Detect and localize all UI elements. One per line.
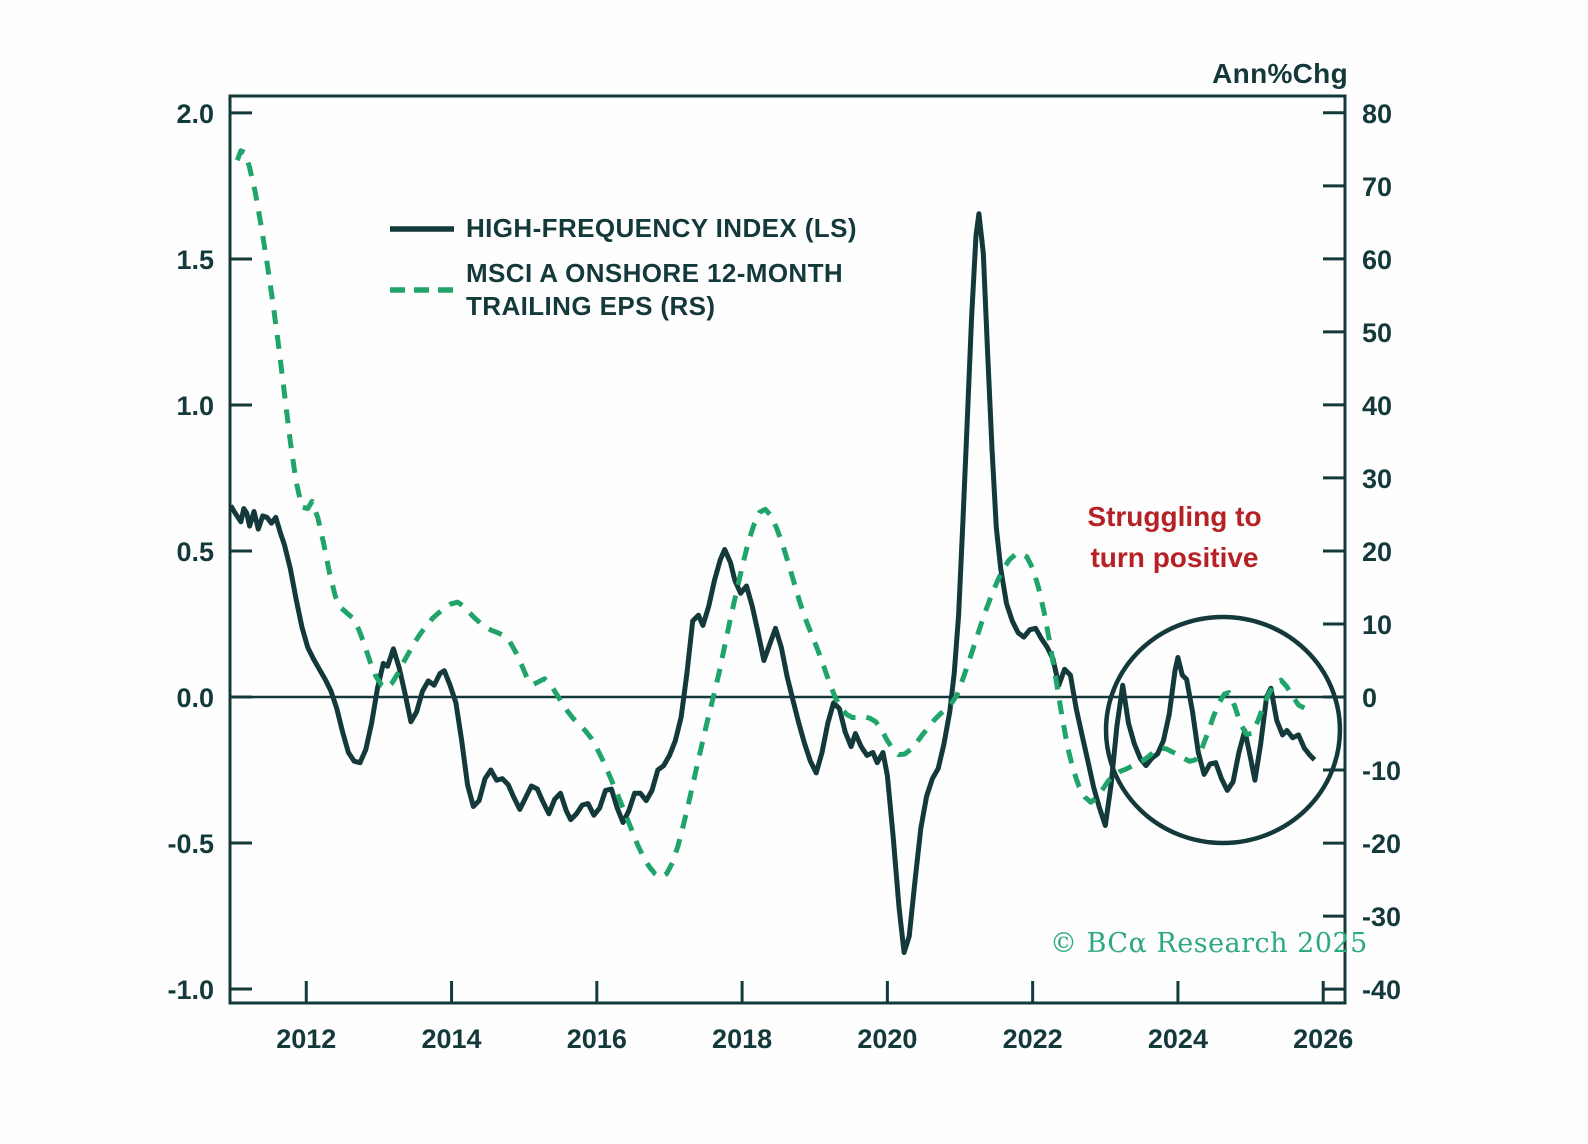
left-axis-tick-label: 1.5	[176, 245, 214, 275]
legend-item-msci-eps: MSCI A ONSHORE 12-MONTH TRAILING EPS (RS…	[390, 257, 857, 323]
x-axis-tick-label: 2014	[422, 1024, 482, 1054]
right-axis-tick-label: 80	[1362, 99, 1392, 129]
right-axis-tick-label: 40	[1362, 391, 1392, 421]
left-axis-tick-label: 1.0	[176, 391, 214, 421]
annotation-line2: turn positive	[1090, 542, 1259, 573]
x-axis-tick-label: 2020	[857, 1024, 917, 1054]
dashed-line-sample-icon	[390, 287, 454, 293]
right-axis-tick-label: 20	[1362, 537, 1392, 567]
x-axis-tick-label: 2026	[1293, 1024, 1353, 1054]
legend-item-high-frequency-index: HIGH-FREQUENCY INDEX (LS)	[390, 212, 857, 245]
x-axis-tick-label: 2022	[1003, 1024, 1063, 1054]
right-axis-tick-label: -40	[1362, 975, 1401, 1005]
x-axis-tick-label: 2018	[712, 1024, 772, 1054]
annotation-line1: Struggling to	[1087, 501, 1262, 532]
right-axis-tick-label: 60	[1362, 245, 1392, 275]
legend-label-high-frequency-index: HIGH-FREQUENCY INDEX (LS)	[466, 213, 857, 243]
left-axis-tick-label: 0.0	[176, 683, 214, 713]
right-axis-tick-label: 30	[1362, 464, 1392, 494]
x-axis-tick-label: 2024	[1148, 1024, 1208, 1054]
legend-label-msci-eps-line2: TRAILING EPS (RS)	[466, 291, 716, 321]
plot-border	[228, 94, 1347, 1005]
annotation-struggling-to-turn-positive: Struggling to turn positive	[1062, 496, 1287, 578]
copyright-bca-research: © BCα Research 2025	[1050, 928, 1368, 959]
right-axis-tick-label: -20	[1362, 829, 1401, 859]
right-axis-tick-label: -10	[1362, 756, 1401, 786]
legend-label-msci-eps: MSCI A ONSHORE 12-MONTH TRAILING EPS (RS…	[466, 257, 843, 323]
right-axis-tick-label: 70	[1362, 172, 1392, 202]
solid-line-sample-icon	[390, 225, 454, 232]
legend: HIGH-FREQUENCY INDEX (LS) MSCI A ONSHORE…	[390, 212, 857, 335]
left-axis-tick-label: -1.0	[167, 975, 214, 1005]
circle-annotation	[1103, 614, 1343, 846]
high-frequency-index-line	[228, 211, 1317, 955]
legend-label-msci-eps-line1: MSCI A ONSHORE 12-MONTH	[466, 258, 844, 288]
left-axis-tick-label: 2.0	[176, 99, 214, 129]
right-axis-tick-label: 10	[1362, 610, 1392, 640]
x-axis-tick-label: 2012	[276, 1024, 336, 1054]
x-axis-tick-label: 2016	[567, 1024, 627, 1054]
right-axis-tick-label: 50	[1362, 318, 1392, 348]
right-axis-title: Ann%Chg	[1212, 58, 1348, 89]
left-axis-tick-label: -0.5	[167, 829, 214, 859]
right-axis-tick-label: 0	[1362, 683, 1377, 713]
right-axis-tick-label: -30	[1362, 902, 1401, 932]
msci-eps-line	[234, 148, 1306, 880]
left-axis-tick-label: 0.5	[176, 537, 214, 567]
